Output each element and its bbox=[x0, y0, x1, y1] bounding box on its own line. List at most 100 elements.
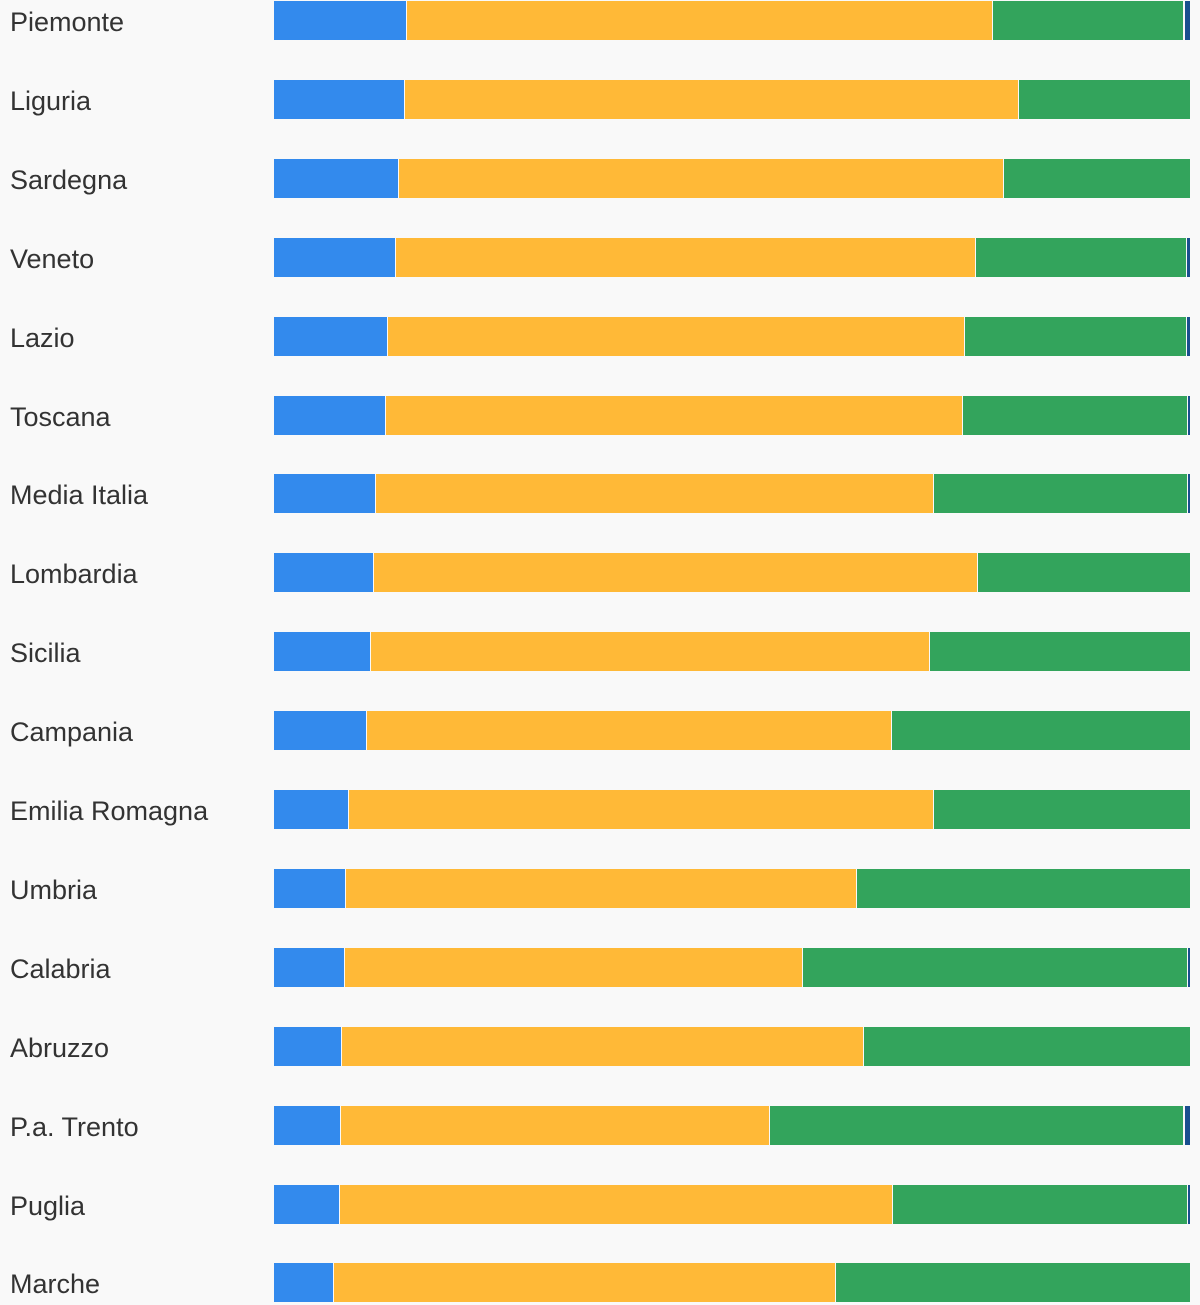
category-label: Media Italia bbox=[10, 480, 149, 511]
bar-track bbox=[274, 237, 1190, 277]
category-label: Lazio bbox=[10, 322, 75, 353]
bar-row: Emilia Romagna bbox=[0, 790, 1200, 830]
bar-segment bbox=[975, 237, 1188, 277]
bar-segment bbox=[769, 1105, 1185, 1145]
category-label: Umbria bbox=[10, 874, 98, 905]
category-label: Sicilia bbox=[10, 638, 81, 669]
bar-track bbox=[274, 1105, 1190, 1145]
bar-segment bbox=[274, 158, 400, 198]
bar-segment bbox=[892, 711, 1190, 751]
bar-row: Marche bbox=[0, 1263, 1200, 1303]
bar-row: Campania bbox=[0, 711, 1200, 751]
category-label: Abruzzo bbox=[10, 1032, 110, 1063]
bar-segment bbox=[274, 395, 386, 435]
bar-track bbox=[274, 474, 1191, 514]
bar-segment bbox=[367, 711, 893, 751]
bar-row: Lazio bbox=[0, 316, 1200, 357]
category-label: Campania bbox=[10, 717, 134, 748]
category-label: P.a. Trento bbox=[10, 1111, 139, 1142]
bar-segment bbox=[274, 1026, 342, 1066]
bar-segment bbox=[395, 237, 976, 277]
bar-segment bbox=[863, 1026, 1190, 1066]
bar-segment bbox=[1004, 158, 1190, 198]
bar-track bbox=[274, 790, 1190, 829]
bar-row: Calabria bbox=[0, 947, 1200, 988]
category-label: Piemonte bbox=[10, 7, 125, 37]
category-label: Puglia bbox=[10, 1190, 86, 1221]
bar-row: Media Italia bbox=[0, 474, 1200, 514]
bar-segment bbox=[978, 553, 1190, 593]
bar-segment bbox=[375, 474, 934, 514]
bar-row: Umbria bbox=[0, 868, 1200, 909]
bar-segment bbox=[274, 237, 396, 277]
bar-track bbox=[274, 1, 1190, 40]
bar-segment bbox=[387, 316, 965, 356]
bar-segment bbox=[993, 1, 1185, 40]
bar-track bbox=[274, 711, 1190, 751]
bar-segment bbox=[962, 395, 1189, 435]
bar-track bbox=[274, 158, 1190, 198]
bar-segment bbox=[274, 868, 347, 908]
category-label: Emilia Romagna bbox=[10, 796, 209, 826]
bar-segment bbox=[856, 868, 1190, 908]
bar-track bbox=[274, 79, 1190, 119]
bar-segment bbox=[933, 474, 1189, 514]
bar-row: Veneto bbox=[0, 237, 1200, 278]
bar-segment bbox=[341, 1026, 864, 1066]
bar-segment bbox=[929, 632, 1190, 672]
category-label: Lombardia bbox=[10, 559, 138, 590]
bar-segment bbox=[406, 1, 994, 40]
bar-row: P.a. Trento bbox=[0, 1105, 1200, 1146]
bar-segment bbox=[349, 790, 935, 829]
category-label: Marche bbox=[10, 1269, 101, 1300]
bar-segment bbox=[1018, 79, 1190, 119]
bar-row: Puglia bbox=[0, 1184, 1200, 1225]
bar-track bbox=[274, 395, 1191, 435]
bar-segment bbox=[274, 553, 374, 593]
bar-segment bbox=[346, 868, 857, 908]
bar-segment bbox=[274, 1184, 340, 1224]
bar-segment bbox=[802, 947, 1189, 987]
bar-track bbox=[274, 1184, 1191, 1224]
bar-segment bbox=[274, 1, 407, 40]
category-label: Sardegna bbox=[10, 164, 128, 195]
category-label: Veneto bbox=[10, 243, 95, 274]
bar-row: Toscana bbox=[0, 395, 1200, 436]
bar-segment bbox=[1188, 1184, 1191, 1224]
bar-segment bbox=[274, 1105, 341, 1145]
bar-segment bbox=[274, 711, 368, 751]
bar-segment bbox=[345, 947, 803, 987]
bar-segment bbox=[274, 1263, 335, 1303]
bar-segment bbox=[1188, 474, 1191, 514]
bar-segment bbox=[274, 474, 376, 514]
bar-segment bbox=[385, 395, 963, 435]
bar-segment bbox=[1187, 316, 1190, 356]
bar-segment bbox=[274, 79, 405, 119]
category-label: Calabria bbox=[10, 953, 111, 984]
bar-track bbox=[274, 553, 1190, 593]
bar-segment bbox=[274, 632, 372, 672]
bar-segment bbox=[340, 1105, 770, 1145]
bar-segment bbox=[893, 1184, 1189, 1224]
bar-segment bbox=[1184, 1105, 1190, 1145]
bar-segment bbox=[274, 316, 388, 356]
bar-segment bbox=[334, 1263, 837, 1303]
bar-row: Sicilia bbox=[0, 632, 1200, 672]
bar-segment bbox=[274, 790, 350, 829]
category-label: Liguria bbox=[10, 85, 92, 116]
bar-segment bbox=[274, 947, 346, 987]
bar-segment bbox=[373, 553, 979, 593]
bar-segment bbox=[404, 79, 1019, 119]
bar-segment bbox=[339, 1184, 894, 1224]
bar-segment bbox=[1187, 237, 1190, 277]
bar-track bbox=[274, 632, 1190, 672]
category-label: Toscana bbox=[10, 401, 111, 432]
bar-segment bbox=[1184, 1, 1190, 40]
bar-segment bbox=[399, 158, 1005, 198]
bar-segment bbox=[964, 316, 1188, 356]
bar-track bbox=[274, 947, 1191, 987]
bar-row: Sardegna bbox=[0, 158, 1200, 199]
bar-track bbox=[274, 1263, 1190, 1303]
bar-segment bbox=[1188, 395, 1191, 435]
bar-row: Piemonte bbox=[0, 1, 1200, 41]
